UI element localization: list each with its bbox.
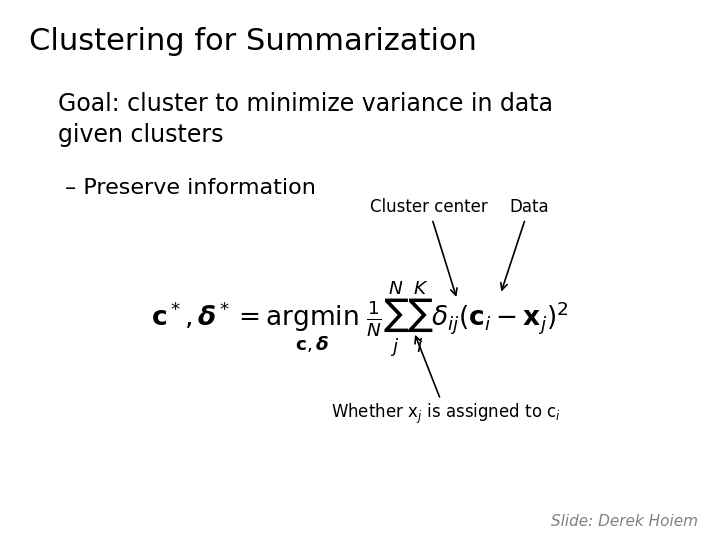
Text: $\mathbf{c}^*, \boldsymbol{\delta}^* = \underset{\mathbf{c},\boldsymbol{\delta}}: $\mathbf{c}^*, \boldsymbol{\delta}^* = \… (151, 278, 569, 359)
Text: – Preserve information: – Preserve information (65, 178, 315, 198)
Text: Whether x$_j$ is assigned to c$_i$: Whether x$_j$ is assigned to c$_i$ (331, 336, 562, 427)
Text: Clustering for Summarization: Clustering for Summarization (29, 27, 477, 56)
Text: Goal: cluster to minimize variance in data
given clusters: Goal: cluster to minimize variance in da… (58, 92, 553, 147)
Text: Cluster center: Cluster center (369, 198, 487, 295)
Text: Slide: Derek Hoiem: Slide: Derek Hoiem (552, 514, 698, 529)
Text: Data: Data (501, 198, 549, 290)
